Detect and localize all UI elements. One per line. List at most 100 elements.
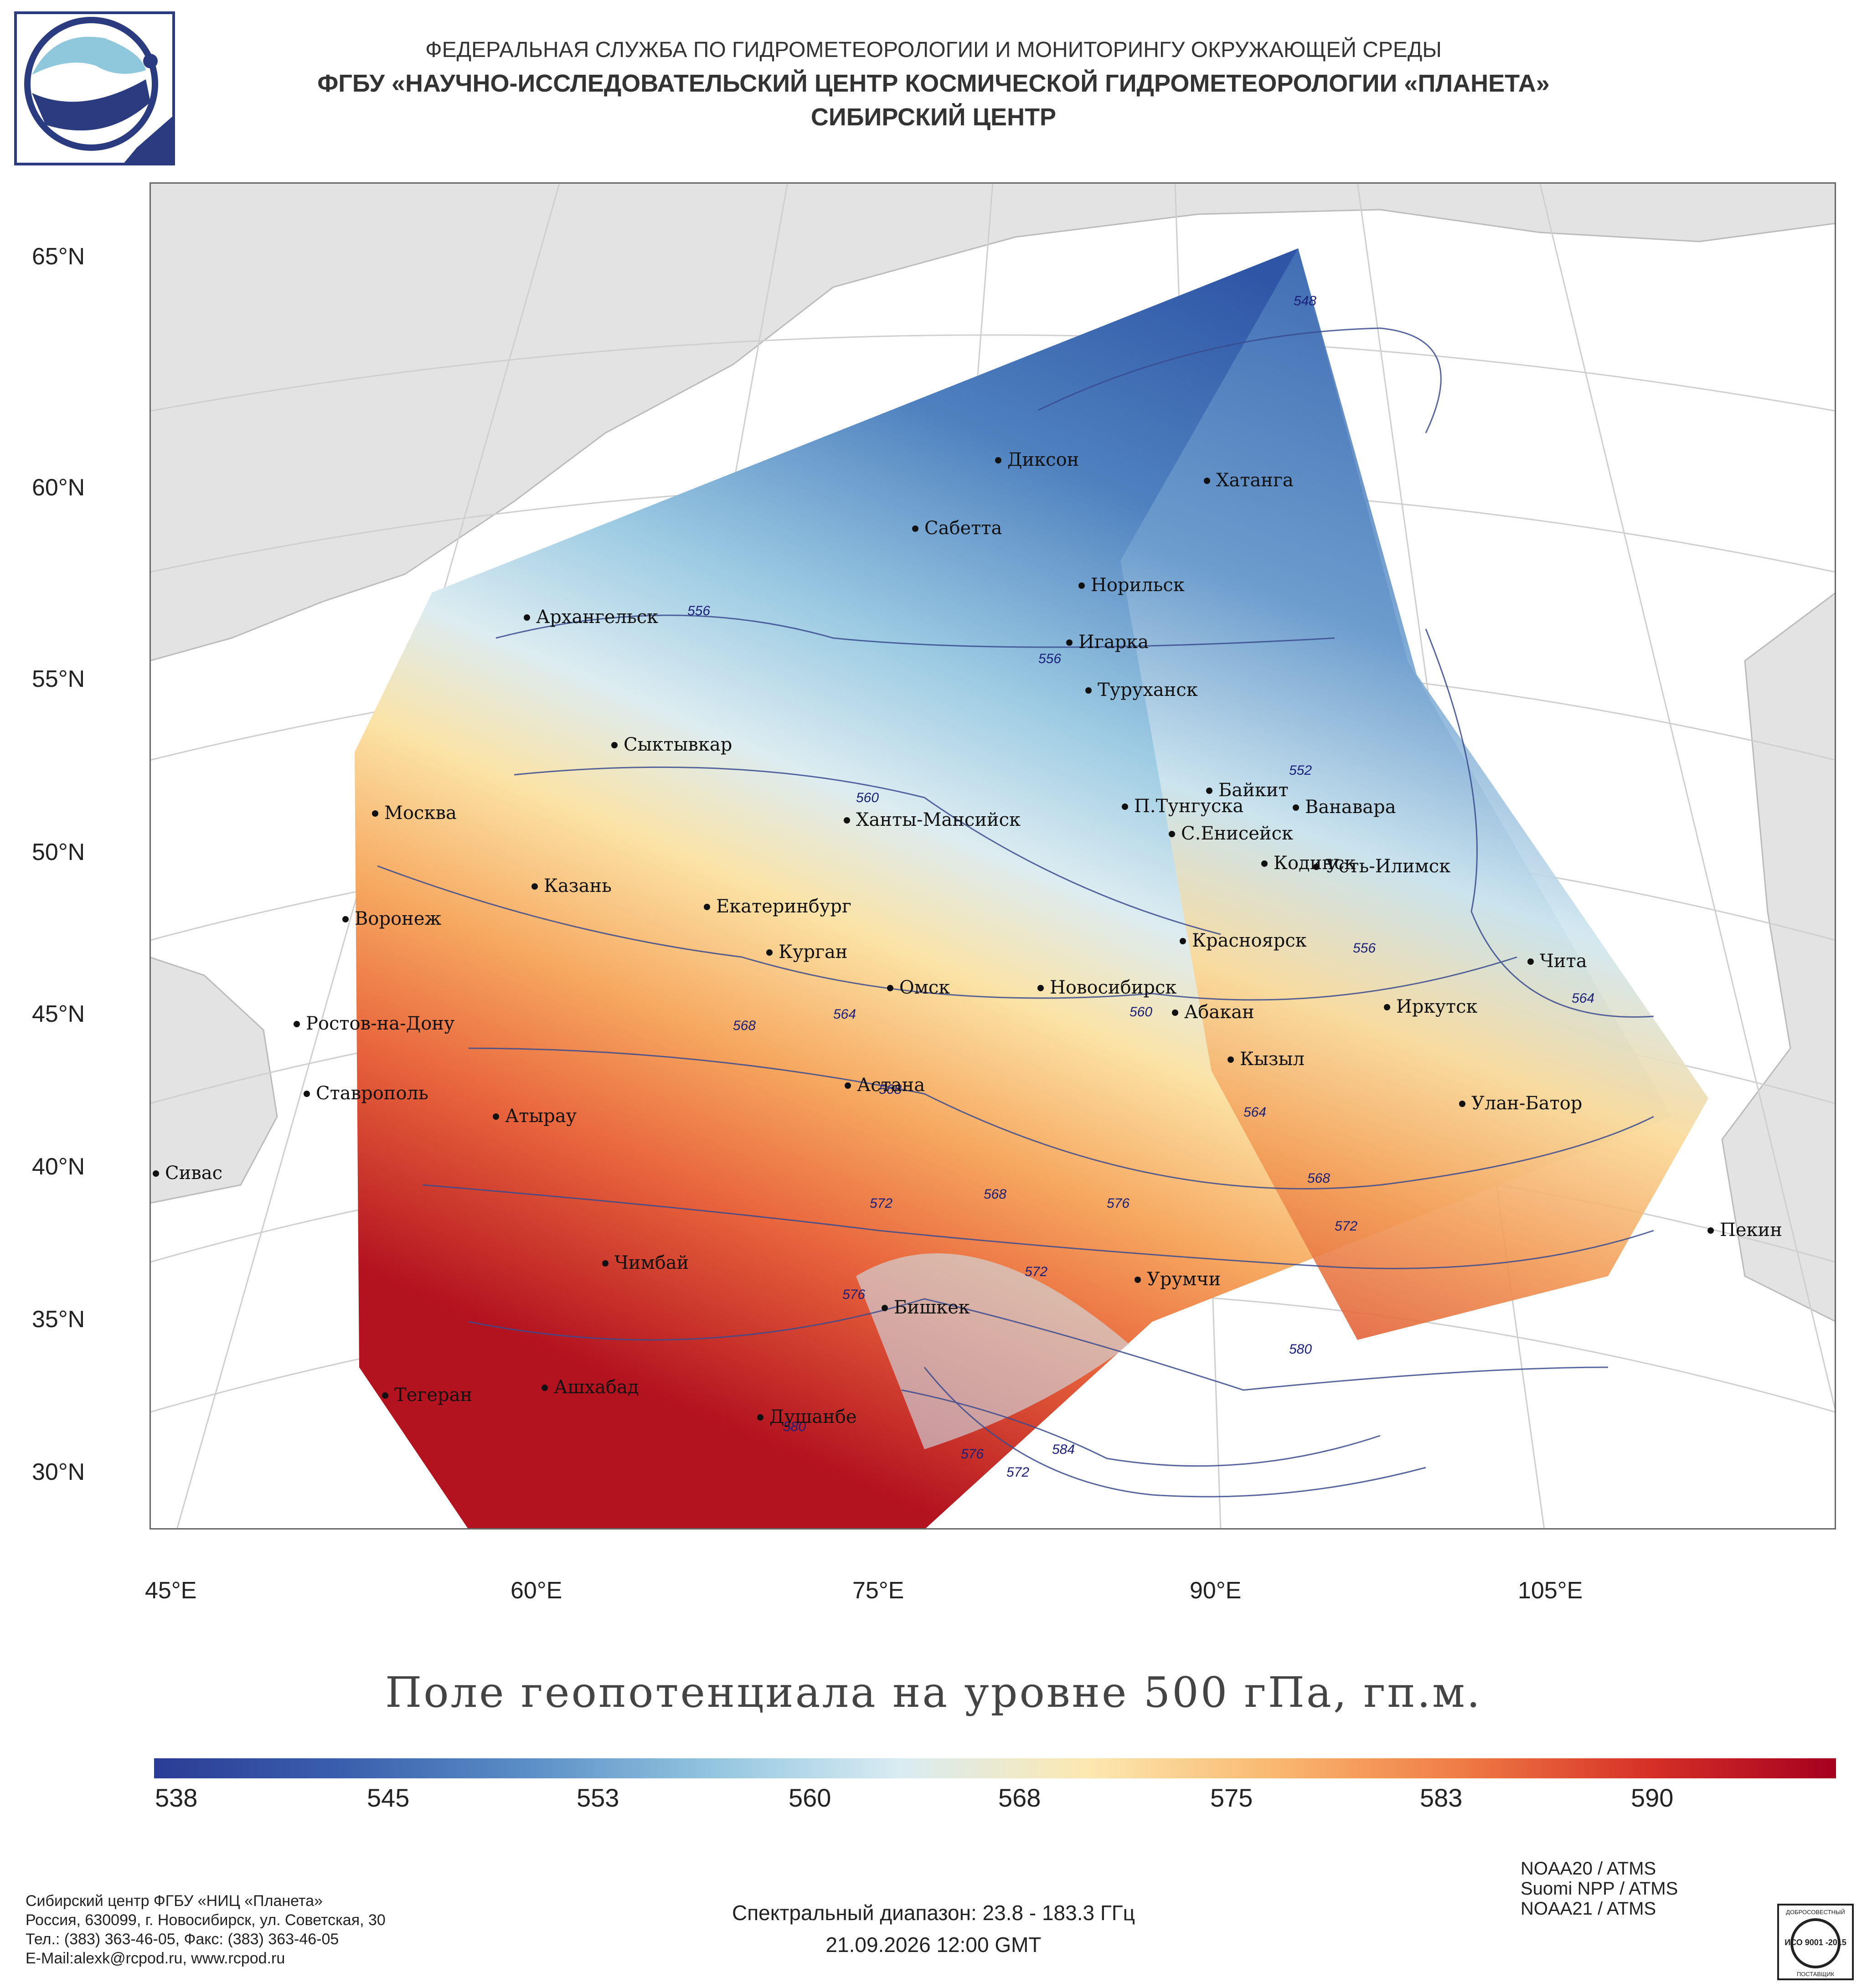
- city-omsk: Омск: [887, 977, 950, 998]
- svg-text:568: 568: [984, 1187, 1006, 1202]
- city-moscow: Москва: [372, 803, 457, 824]
- svg-text:568: 568: [733, 1018, 756, 1033]
- svg-text:ИСО 9001 -2015: ИСО 9001 -2015: [1784, 1938, 1846, 1947]
- lat-label: 45°N: [32, 1001, 85, 1027]
- satellite-label: NOAA20 / ATMS: [1521, 1859, 1656, 1879]
- svg-text:Байкит: Байкит: [1218, 780, 1289, 801]
- svg-text:П.Тунгуска: П.Тунгуска: [1134, 796, 1243, 817]
- svg-text:572: 572: [1025, 1264, 1047, 1279]
- address-line: Россия, 630099, г. Новосибирск, ул. Сове…: [26, 1911, 386, 1929]
- city-igarka: Игарка: [1066, 632, 1149, 653]
- lat-label: 30°N: [32, 1459, 85, 1485]
- city-turukhansk: Туруханск: [1085, 680, 1198, 700]
- svg-text:Ханты-Мансийск: Ханты-Мансийск: [856, 809, 1021, 830]
- colorbar-tick: 575: [1210, 1783, 1253, 1812]
- svg-text:Новосибирск: Новосибирск: [1050, 977, 1176, 998]
- city-abakan: Абакан: [1172, 1002, 1254, 1023]
- svg-text:Душанбе: Душанбе: [769, 1406, 857, 1427]
- city-krasnoyarsk: Красноярск: [1180, 930, 1307, 951]
- lon-label: 105°E: [1518, 1577, 1583, 1604]
- svg-text:Москва: Москва: [384, 803, 457, 824]
- city-dushanbe: Душанбе: [757, 1406, 857, 1427]
- city-beijing: Пекин: [1707, 1220, 1782, 1241]
- lat-label: 60°N: [32, 474, 85, 501]
- svg-text:580: 580: [783, 1419, 806, 1434]
- header-agency: ФЕДЕРАЛЬНАЯ СЛУЖБА ПО ГИДРОМЕТЕОРОЛОГИИ …: [425, 38, 1442, 62]
- svg-text:Астана: Астана: [857, 1075, 925, 1096]
- city-chita: Чита: [1527, 951, 1587, 972]
- city-bishkek: Бишкек: [882, 1297, 970, 1318]
- geopotential-field-east: [1120, 248, 1708, 1340]
- city-norilsk: Норильск: [1078, 575, 1185, 596]
- contour-labels: 548 556 556 552 556 560 564 564 568 560 …: [687, 294, 1594, 1480]
- lon-label: 90°E: [1190, 1577, 1242, 1604]
- city-p-tunguska: П.Тунгуска: [1122, 796, 1243, 817]
- city-dikson: Диксон: [995, 449, 1079, 470]
- svg-text:564: 564: [833, 1007, 856, 1022]
- city-vanavara: Ванавара: [1293, 797, 1396, 818]
- city-tehran: Тегеран: [382, 1385, 472, 1406]
- svg-text:Кызыл: Кызыл: [1240, 1049, 1305, 1070]
- svg-text:Пекин: Пекин: [1720, 1220, 1782, 1241]
- city-syktyvkar: Сыктывкар: [611, 734, 732, 755]
- map-title: Поле геопотенциала на уровне 500 гПа, гп…: [385, 1668, 1482, 1717]
- header-institute: ФГБУ «НАУЧНО-ИССЛЕДОВАТЕЛЬСКИЙ ЦЕНТР КОС…: [317, 70, 1550, 97]
- svg-text:Улан-Батор: Улан-Батор: [1471, 1093, 1582, 1114]
- city-chimbay: Чимбай: [602, 1252, 689, 1273]
- svg-text:Чимбай: Чимбай: [614, 1252, 689, 1273]
- lon-label: 60°E: [511, 1577, 562, 1604]
- svg-text:Ростов-на-Дону: Ростов-на-Дону: [306, 1013, 455, 1034]
- svg-text:552: 552: [1289, 763, 1312, 778]
- address-line: E-Mail:alexk@rcpod.ru, www.rcpod.ru: [26, 1950, 285, 1967]
- city-ulaanbaatar: Улан-Батор: [1459, 1093, 1582, 1114]
- svg-text:572: 572: [870, 1196, 892, 1211]
- svg-text:Бишкек: Бишкек: [894, 1297, 970, 1318]
- lon-label: 45°E: [145, 1577, 197, 1604]
- city-kazan: Казань: [531, 876, 612, 896]
- lat-label: 65°N: [32, 243, 85, 270]
- address-line: Сибирский центр ФГБУ «НИЦ «Планета»: [26, 1892, 323, 1910]
- address-line: Тел.: (383) 363-46-05, Факс: (383) 363-4…: [26, 1931, 339, 1948]
- svg-text:Урумчи: Урумчи: [1147, 1269, 1221, 1290]
- svg-text:Чита: Чита: [1540, 951, 1587, 972]
- svg-text:Курган: Курган: [779, 942, 848, 963]
- header-center: СИБИРСКИЙ ЦЕНТР: [810, 103, 1057, 131]
- city-ashgabat: Ашхабад: [542, 1377, 639, 1398]
- city-sivas: Сивас: [153, 1163, 222, 1184]
- svg-text:572: 572: [1006, 1465, 1029, 1480]
- svg-text:Красноярск: Красноярск: [1192, 930, 1307, 951]
- svg-text:560: 560: [856, 790, 879, 805]
- city-kyzyl: Кызыл: [1227, 1049, 1305, 1070]
- satellite-label: Suomi NPP / ATMS: [1521, 1879, 1678, 1899]
- svg-text:Диксон: Диксон: [1007, 449, 1079, 470]
- lat-label: 55°N: [32, 666, 85, 692]
- footer-address: Сибирский центр ФГБУ «НИЦ «Планета» Росс…: [26, 1891, 386, 1968]
- svg-text:576: 576: [1107, 1196, 1129, 1211]
- svg-text:Екатеринбург: Екатеринбург: [716, 896, 851, 917]
- tibet-patch: [856, 1253, 1129, 1449]
- svg-text:Абакан: Абакан: [1184, 1002, 1254, 1023]
- city-ust-ilimsk: Усть-Илимск: [1313, 856, 1450, 877]
- city-irkutsk: Иркутск: [1384, 996, 1478, 1017]
- svg-text:584: 584: [1052, 1442, 1075, 1457]
- colorbar-tick: 553: [577, 1783, 619, 1812]
- svg-text:Архангельск: Архангельск: [536, 607, 658, 628]
- iso-certificate-badge: ДОБРОСОВЕСТНЫЙ ПОСТАВЩИК ИСО 9001 -2015: [1777, 1904, 1854, 1980]
- city-atyrau: Атырау: [493, 1106, 577, 1127]
- caucasus-land: [150, 956, 278, 1204]
- colorbar-tick: 545: [367, 1783, 410, 1812]
- svg-text:564: 564: [1572, 991, 1594, 1006]
- svg-text:Сыктывкар: Сыктывкар: [624, 734, 732, 755]
- svg-text:560: 560: [1129, 1004, 1152, 1020]
- svg-text:576: 576: [961, 1447, 984, 1462]
- svg-text:Ванавара: Ванавара: [1305, 797, 1396, 818]
- city-s-yeniseysk: С.Енисейск: [1169, 823, 1293, 844]
- svg-text:Сивас: Сивас: [165, 1163, 222, 1184]
- svg-text:С.Енисейск: С.Енисейск: [1181, 823, 1293, 844]
- lat-label: 35°N: [32, 1306, 85, 1333]
- city-yekaterinburg: Екатеринбург: [704, 896, 851, 917]
- city-kodinsk: Кодинск: [1261, 853, 1356, 874]
- colorbar-rect: [154, 1758, 1836, 1778]
- svg-text:Игарка: Игарка: [1078, 632, 1149, 653]
- geopotential-map: 548 556 556 552 556 560 564 564 568 560 …: [150, 182, 1836, 1530]
